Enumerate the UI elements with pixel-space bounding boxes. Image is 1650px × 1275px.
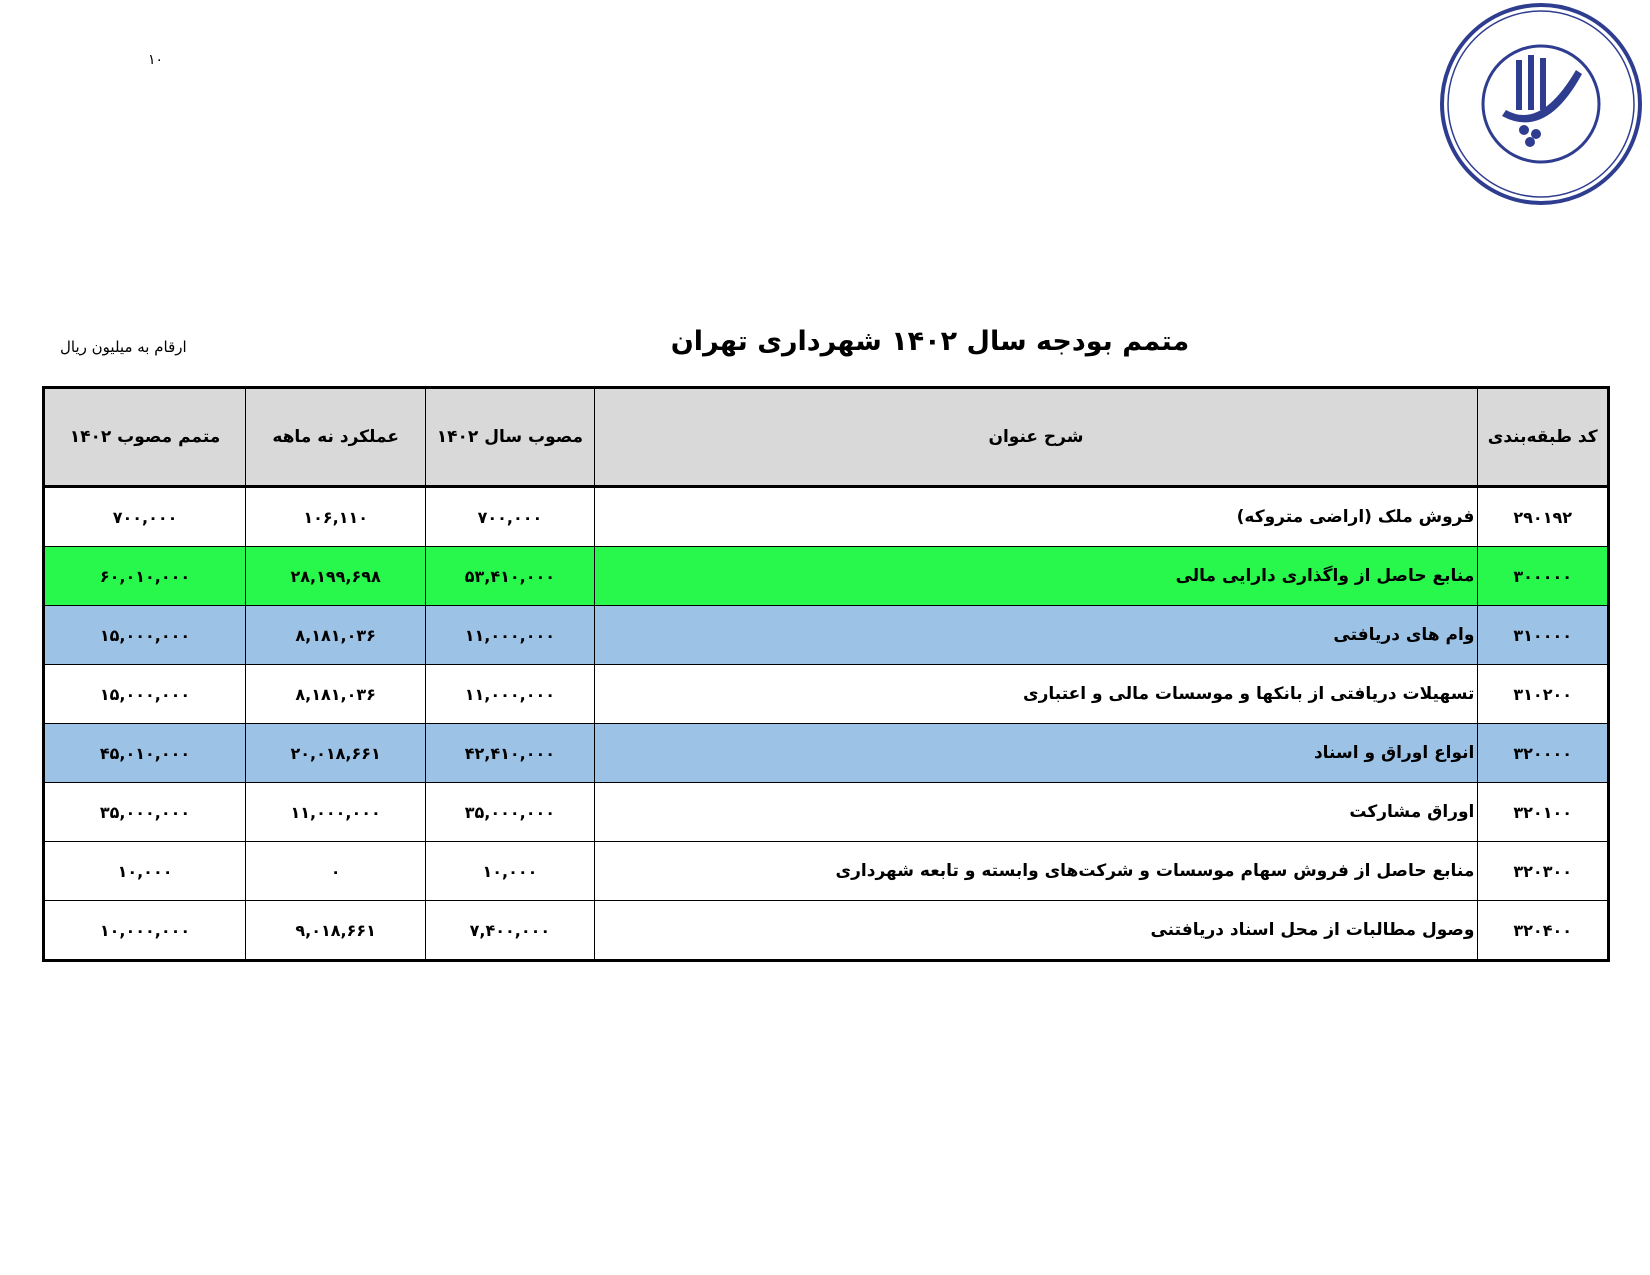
cell-actual: ۱۰۶,۱۱۰ — [245, 486, 427, 547]
cell-actual: ۸,۱۸۱,۰۳۶ — [245, 605, 427, 665]
cell-code: ۳۲۰۴۰۰ — [1477, 900, 1609, 961]
header-amended: متمم مصوب ۱۴۰۲ — [42, 387, 247, 488]
cell-actual: ۰ — [245, 841, 427, 901]
svg-text:اداره مصوبات شورای اسلامی شهر: اداره مصوبات شورای اسلامی شهر تهران — [1436, 0, 1446, 6]
unit-note: ارقام به میلیون ریال — [60, 338, 187, 356]
cell-approved: ۱۱,۰۰۰,۰۰۰ — [425, 664, 595, 724]
cell-code: ۳۲۰۱۰۰ — [1477, 782, 1609, 842]
cell-description: وصول مطالبات از محل اسناد دریافتنی — [593, 900, 1479, 961]
council-stamp-seal: اداره مصوبات شورای اسلامی شهر تهران — [1436, 0, 1642, 205]
table-row: ۳۲۰۱۰۰ اوراق مشارکت ۳۵,۰۰۰,۰۰۰ ۱۱,۰۰۰,۰۰۰ ۳۵… — [42, 782, 1609, 842]
cell-code: ۳۱۰۲۰۰ — [1477, 664, 1609, 724]
cell-amended: ۱۰,۰۰۰ — [42, 841, 247, 901]
cell-description: منابع حاصل از فروش سهام موسسات و شرکت‌ها… — [593, 841, 1479, 901]
cell-amended: ۱۵,۰۰۰,۰۰۰ — [42, 664, 247, 724]
cell-description: تسهیلات دریافتی از بانکها و موسسات مالی … — [593, 664, 1479, 724]
budget-table: کد طبقه‌بندی شرح عنوان مصوب سال ۱۴۰۲ عمل… — [42, 386, 1610, 962]
cell-amended: ۷۰۰,۰۰۰ — [42, 486, 247, 547]
cell-description: منابع حاصل از واگذاری دارایی مالی — [593, 546, 1479, 606]
header-actual: عملکرد نه ماهه — [245, 387, 427, 488]
table-row: ۳۰۰۰۰۰ منابع حاصل از واگذاری دارایی مالی ۵… — [42, 546, 1609, 606]
cell-code: ۳۲۰۳۰۰ — [1477, 841, 1609, 901]
table-row: ۳۲۰۰۰۰ انواع اوراق و اسناد ۴۲,۴۱۰,۰۰۰ ۲۰,۰۱… — [42, 723, 1609, 783]
table-header-row: کد طبقه‌بندی شرح عنوان مصوب سال ۱۴۰۲ عمل… — [42, 387, 1609, 488]
cell-code: ۳۰۰۰۰۰ — [1477, 546, 1609, 606]
cell-description: اوراق مشارکت — [593, 782, 1479, 842]
cell-amended: ۶۰,۰۱۰,۰۰۰ — [42, 546, 247, 606]
table-row: ۳۲۰۳۰۰ منابع حاصل از فروش سهام موسسات و ش… — [42, 841, 1609, 901]
cell-amended: ۱۵,۰۰۰,۰۰۰ — [42, 605, 247, 665]
cell-code: ۳۲۰۰۰۰ — [1477, 723, 1609, 783]
table-row: ۳۲۰۴۰۰ وصول مطالبات از محل اسناد دریافتنی… — [42, 900, 1609, 961]
cell-approved: ۳۵,۰۰۰,۰۰۰ — [425, 782, 595, 842]
cell-approved: ۷۰۰,۰۰۰ — [425, 486, 595, 547]
cell-code: ۳۱۰۰۰۰ — [1477, 605, 1609, 665]
table-row: ۳۱۰۲۰۰ تسهیلات دریافتی از بانکها و موسسات… — [42, 664, 1609, 724]
page-title: متمم بودجه سال ۱۴۰۲ شهرداری تهران — [670, 326, 1190, 357]
table-row: ۲۹۰۱۹۲ فروش ملک (اراضی متروکه) ۷۰۰,۰۰۰ ۱۰۶,… — [42, 486, 1609, 547]
cell-code: ۲۹۰۱۹۲ — [1477, 486, 1609, 547]
stamp-text: اداره مصوبات شورای اسلامی شهر تهران — [1436, 0, 1446, 6]
cell-actual: ۲۰,۰۱۸,۶۶۱ — [245, 723, 427, 783]
cell-amended: ۱۰,۰۰۰,۰۰۰ — [42, 900, 247, 961]
header-description: شرح عنوان — [593, 387, 1479, 488]
table-row: ۳۱۰۰۰۰ وام های دریافتی ۱۱,۰۰۰,۰۰۰ ۸,۱۸۱,۰۳۶… — [42, 605, 1609, 665]
cell-approved: ۷,۴۰۰,۰۰۰ — [425, 900, 595, 961]
cell-approved: ۴۲,۴۱۰,۰۰۰ — [425, 723, 595, 783]
cell-description: فروش ملک (اراضی متروکه) — [593, 486, 1479, 547]
cell-approved: ۵۳,۴۱۰,۰۰۰ — [425, 546, 595, 606]
header-code: کد طبقه‌بندی — [1477, 387, 1609, 488]
cell-actual: ۲۸,۱۹۹,۶۹۸ — [245, 546, 427, 606]
cell-amended: ۴۵,۰۱۰,۰۰۰ — [42, 723, 247, 783]
cell-actual: ۱۱,۰۰۰,۰۰۰ — [245, 782, 427, 842]
cell-actual: ۸,۱۸۱,۰۳۶ — [245, 664, 427, 724]
cell-amended: ۳۵,۰۰۰,۰۰۰ — [42, 782, 247, 842]
page-number: ۱۰ — [148, 52, 164, 68]
cell-actual: ۹,۰۱۸,۶۶۱ — [245, 900, 427, 961]
cell-approved: ۱۰,۰۰۰ — [425, 841, 595, 901]
header-approved: مصوب سال ۱۴۰۲ — [425, 387, 595, 488]
cell-approved: ۱۱,۰۰۰,۰۰۰ — [425, 605, 595, 665]
cell-description: انواع اوراق و اسناد — [593, 723, 1479, 783]
cell-description: وام های دریافتی — [593, 605, 1479, 665]
